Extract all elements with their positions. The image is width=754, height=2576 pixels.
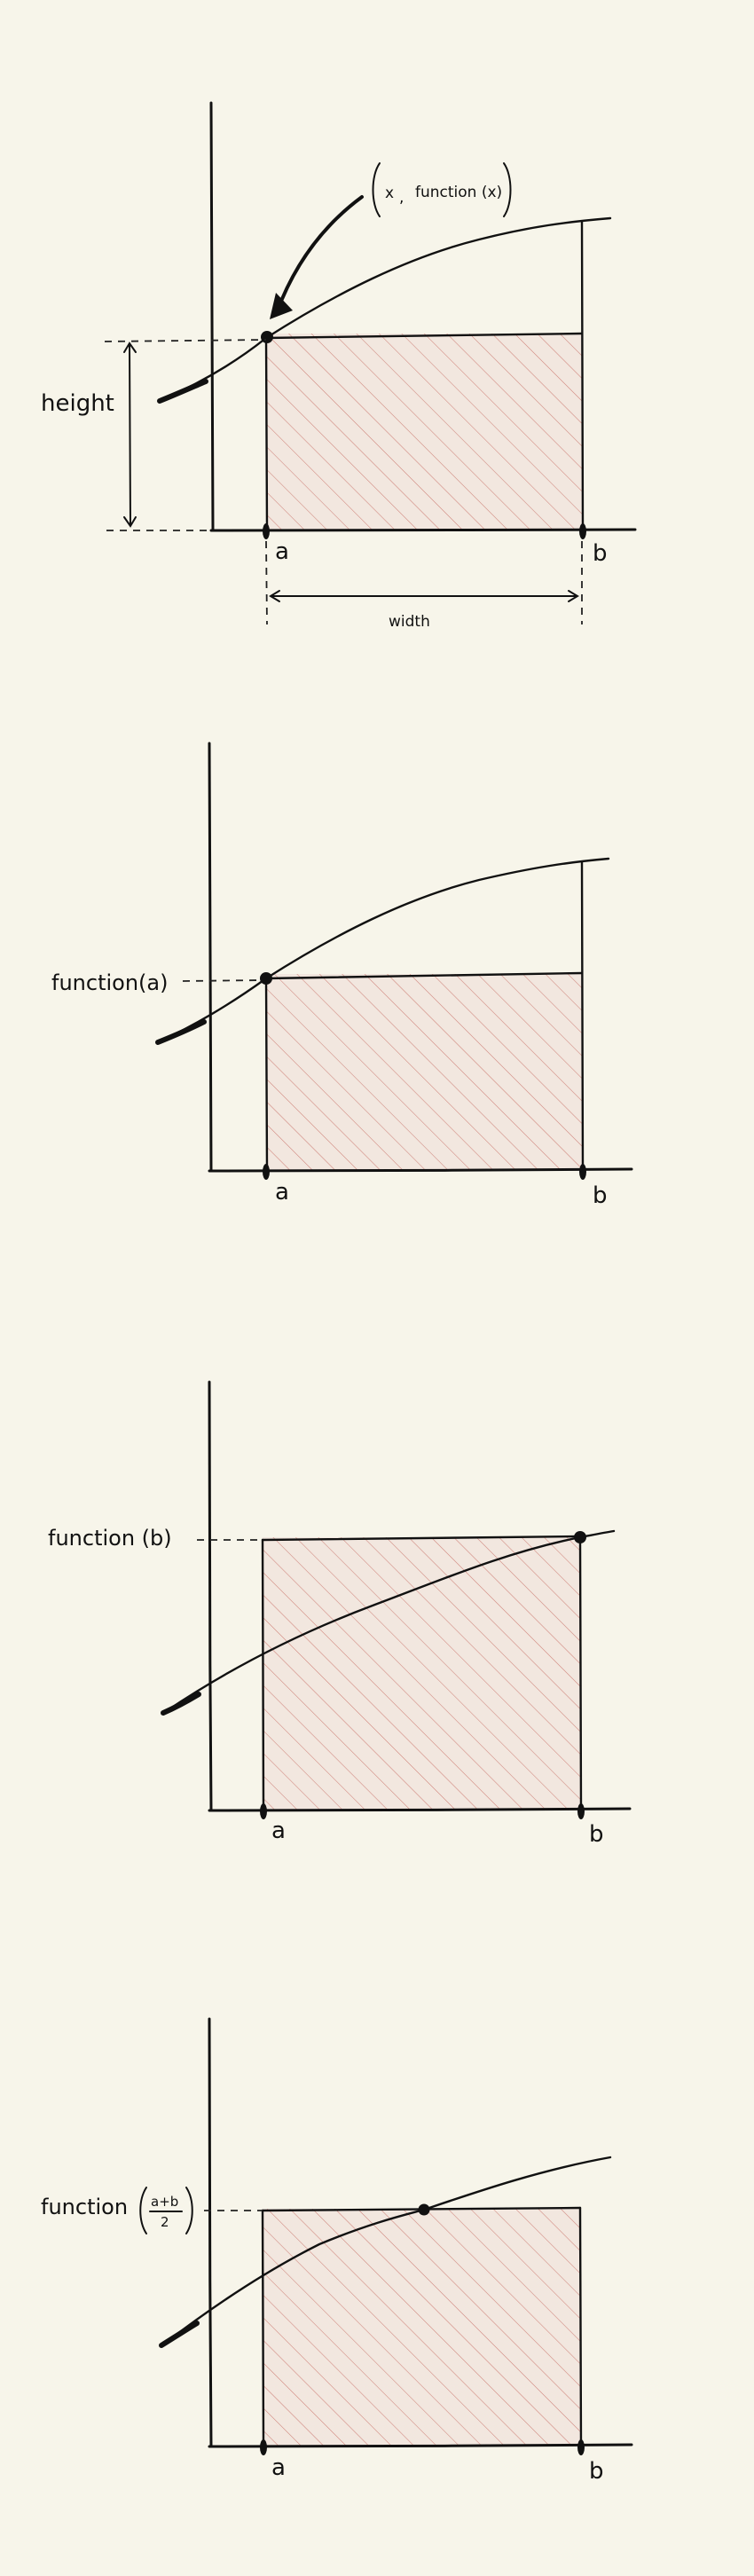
width-arrow-head-left — [269, 590, 280, 602]
b-label: b — [593, 1182, 608, 1209]
b-label: b — [593, 540, 608, 567]
sample-point — [574, 1531, 586, 1543]
height-arrow-head-top — [123, 342, 137, 353]
y-value-fraction-numerator: a+b — [151, 2194, 178, 2210]
a-label: a — [271, 2454, 286, 2481]
tick-b — [577, 2439, 585, 2455]
hatched-area — [266, 334, 582, 530]
width-arrow-head-right — [568, 590, 579, 602]
width-label: width — [389, 613, 430, 631]
function-curve-tail — [155, 1019, 207, 1045]
function-curve-tail — [161, 1692, 201, 1716]
y-value-label: function(a) — [51, 970, 168, 995]
y-value-paren-right — [185, 2187, 193, 2234]
height-dash-top — [104, 339, 267, 342]
point-pointer-arrow-head — [270, 293, 293, 319]
panel-1: height width x , function (x) a b — [41, 101, 637, 631]
rectangle-top-edge — [264, 971, 584, 980]
y-axis — [208, 742, 213, 1173]
y-value-label: function (b) — [48, 1526, 172, 1551]
b-label: b — [589, 1821, 604, 1848]
rectangle-right-edge — [578, 1535, 583, 1812]
y-value-dash — [182, 979, 263, 982]
rectangle-top-edge — [261, 1535, 582, 1542]
tick-b — [577, 1803, 585, 1819]
y-value-paren-left — [139, 2187, 147, 2234]
tick-a — [263, 1164, 270, 1180]
function-curve — [158, 857, 610, 1043]
height-label: height — [41, 390, 114, 417]
function-curve — [160, 216, 612, 402]
tick-a — [260, 2439, 267, 2455]
point-pointer-arrow — [275, 195, 364, 314]
function-curve-tail — [159, 2321, 200, 2348]
y-value-label: function — [41, 2195, 128, 2219]
point-label-paren-left — [372, 162, 381, 217]
point-label-comma: , — [399, 189, 404, 207]
tick-b — [579, 523, 586, 539]
point-label-paren-right — [503, 162, 512, 217]
tick-a — [260, 1803, 267, 1819]
width-dash-left — [265, 540, 268, 625]
a-label: a — [275, 538, 289, 565]
b-label: b — [589, 2458, 604, 2485]
tick-b — [579, 1164, 586, 1180]
panel-2: function(a) a b — [51, 742, 633, 1209]
height-arrow-head-bottom — [123, 516, 137, 528]
hatched-area — [263, 1537, 580, 1810]
a-label: a — [275, 1179, 289, 1206]
rectangle-right-edge — [580, 860, 585, 1173]
a-label: a — [271, 1818, 286, 1844]
y-axis — [209, 101, 215, 532]
point-label-fx: function (x) — [415, 184, 502, 201]
panel-3: function (b) a b — [48, 1380, 632, 1848]
point-label-x: x — [385, 185, 394, 202]
rectangle-left-edge — [264, 977, 269, 1173]
panel-4: function a+b 2 a b — [41, 2017, 633, 2485]
function-curve-tail — [157, 379, 208, 404]
sample-point — [418, 2203, 430, 2216]
rectangle-right-edge — [580, 220, 585, 532]
y-value-fraction-denominator: 2 — [161, 2214, 169, 2230]
function-curve — [161, 2156, 612, 2346]
y-axis — [208, 1380, 213, 1812]
tick-a — [263, 523, 270, 539]
rectangle-top-edge — [264, 332, 584, 340]
rectangle-left-edge — [264, 336, 269, 532]
hatched-area — [263, 2209, 580, 2446]
rectangle-right-edge — [578, 2206, 583, 2448]
hatched-area — [266, 974, 582, 1171]
sample-point — [260, 972, 272, 985]
y-axis — [208, 2017, 213, 2448]
sample-point — [261, 331, 273, 343]
